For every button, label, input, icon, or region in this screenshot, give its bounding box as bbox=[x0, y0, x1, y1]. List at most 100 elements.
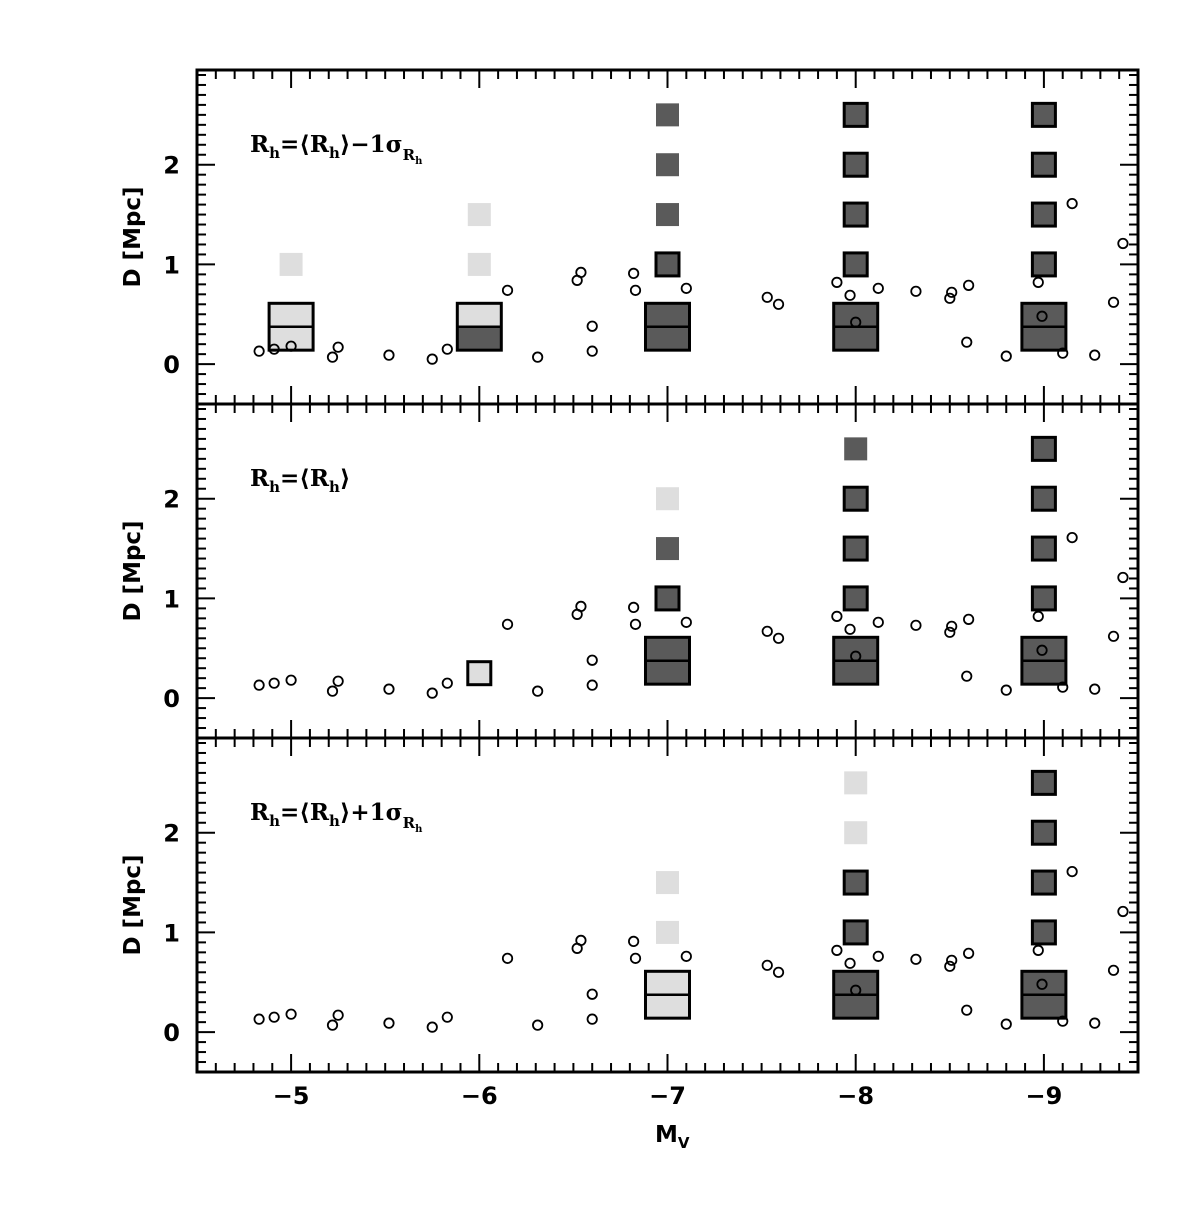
observed-point bbox=[629, 284, 642, 296]
model-square bbox=[467, 203, 491, 227]
observed-point bbox=[961, 1004, 973, 1016]
x-tick-label: −7 bbox=[649, 1082, 686, 1110]
model-square bbox=[844, 821, 868, 845]
observed-point bbox=[1089, 1017, 1101, 1029]
x-tick-label: −6 bbox=[461, 1082, 498, 1110]
observed-point bbox=[332, 675, 344, 687]
model-square bbox=[279, 252, 303, 276]
model-square bbox=[1030, 435, 1057, 462]
observed-point bbox=[1117, 237, 1129, 250]
observed-point bbox=[326, 1019, 339, 1031]
observed-point bbox=[501, 952, 514, 964]
y-axis-title: D [Mpc] bbox=[120, 854, 146, 955]
model-square bbox=[842, 869, 869, 896]
observed-point bbox=[963, 279, 975, 291]
observed-point bbox=[628, 935, 640, 947]
observed-point bbox=[910, 619, 922, 631]
observed-point bbox=[1117, 905, 1129, 918]
observed-point bbox=[441, 343, 453, 355]
observed-point bbox=[872, 282, 884, 294]
model-square bbox=[1030, 151, 1057, 178]
observed-point bbox=[426, 353, 438, 365]
observed-point bbox=[872, 616, 884, 628]
model-square bbox=[842, 585, 869, 612]
model-square bbox=[1030, 819, 1057, 846]
model-square bbox=[1030, 769, 1057, 796]
panel-frame bbox=[195, 402, 1140, 740]
model-square bbox=[656, 920, 679, 944]
x-tick-label: −8 bbox=[837, 1082, 874, 1110]
observed-point bbox=[944, 292, 956, 304]
y-tick-label: 0 bbox=[163, 351, 180, 379]
observed-point bbox=[532, 1019, 544, 1031]
model-square bbox=[467, 252, 491, 276]
observed-point bbox=[772, 298, 785, 310]
panel-label: Rh=⟨Rh⟩+1σRh bbox=[250, 799, 423, 835]
observed-point bbox=[268, 1011, 280, 1023]
observed-point bbox=[1000, 350, 1012, 362]
model-square bbox=[1030, 919, 1057, 946]
y-axis-title: D [Mpc] bbox=[120, 186, 146, 287]
observed-point bbox=[383, 1017, 395, 1029]
observed-point bbox=[761, 959, 773, 971]
observed-point bbox=[1032, 944, 1044, 956]
model-box-upper bbox=[457, 303, 502, 327]
observed-point bbox=[963, 947, 975, 959]
y-axis-title: D [Mpc] bbox=[120, 520, 146, 621]
y-tick-label: 2 bbox=[163, 486, 180, 514]
model-square bbox=[656, 103, 679, 127]
observed-point bbox=[680, 950, 692, 962]
observed-point bbox=[383, 683, 395, 695]
observed-point bbox=[586, 320, 598, 332]
observed-point bbox=[268, 343, 280, 355]
y-tick-label: 1 bbox=[163, 585, 180, 613]
observed-point bbox=[628, 601, 640, 613]
observed-point bbox=[1107, 630, 1120, 642]
model-square bbox=[466, 660, 493, 687]
observed-point bbox=[1000, 684, 1012, 696]
observed-point bbox=[285, 674, 297, 686]
observed-point bbox=[532, 351, 544, 363]
observed-point bbox=[844, 957, 856, 969]
x-tick-label: −5 bbox=[273, 1082, 310, 1110]
observed-point bbox=[772, 966, 785, 978]
model-square bbox=[842, 535, 869, 562]
observed-point bbox=[1032, 610, 1044, 622]
model-square bbox=[656, 487, 679, 511]
x-tick-label: −9 bbox=[1025, 1082, 1062, 1110]
model-square bbox=[842, 201, 869, 228]
model-square bbox=[842, 485, 869, 512]
y-tick-label: 2 bbox=[163, 152, 180, 180]
observed-point bbox=[944, 626, 956, 638]
model-box-lower bbox=[457, 326, 502, 351]
observed-point bbox=[1057, 347, 1069, 359]
observed-point bbox=[1036, 310, 1048, 322]
observed-point bbox=[844, 623, 856, 635]
observed-point bbox=[1066, 865, 1078, 878]
model-square bbox=[1030, 251, 1057, 278]
observed-point bbox=[575, 600, 587, 612]
observed-point bbox=[501, 618, 514, 630]
observed-point bbox=[1036, 644, 1048, 656]
observed-point bbox=[1057, 681, 1069, 693]
model-square bbox=[654, 585, 681, 612]
observed-point bbox=[253, 679, 265, 691]
model-square bbox=[1030, 585, 1057, 612]
observed-point bbox=[1089, 683, 1101, 695]
observed-point bbox=[501, 284, 514, 296]
observed-point bbox=[253, 345, 265, 357]
observed-point bbox=[268, 677, 280, 689]
observed-point bbox=[441, 1011, 453, 1023]
observed-point bbox=[1107, 296, 1120, 308]
model-square bbox=[656, 203, 679, 227]
y-tick-label: 2 bbox=[163, 820, 180, 848]
model-square bbox=[842, 151, 869, 178]
observed-point bbox=[629, 618, 642, 630]
observed-point bbox=[628, 267, 640, 279]
observed-point bbox=[910, 953, 922, 965]
observed-point bbox=[1057, 1015, 1069, 1027]
observed-point bbox=[850, 984, 862, 996]
model-square bbox=[1030, 535, 1057, 562]
x-tick-labels: −5 −6 −7 −8 −9 bbox=[273, 1082, 1063, 1110]
